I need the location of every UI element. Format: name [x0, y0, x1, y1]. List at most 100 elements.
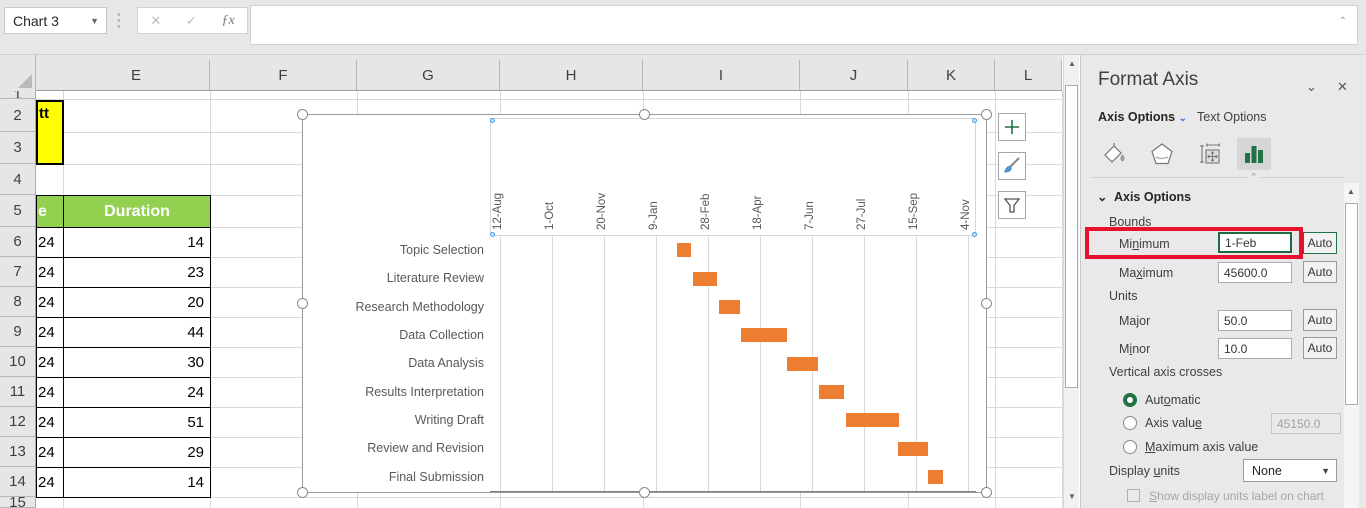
minor-auto-button[interactable]: Auto [1303, 337, 1337, 359]
axis-value-label[interactable]: Axis value [1145, 416, 1202, 430]
y-axis-category-label[interactable]: Final Submission [388, 469, 484, 484]
column-header-L[interactable]: L [995, 60, 1062, 90]
chart-elements-button[interactable] [998, 113, 1026, 141]
scroll-up-icon[interactable]: ▲ [1068, 59, 1076, 68]
gantt-chart[interactable]: 12-Aug 1-Oct 20-Nov 9-Jan 28-Feb 18-Apr 7-Jun 2… [302, 114, 987, 493]
chart-resize-handle[interactable] [639, 109, 650, 120]
cell-date-value[interactable]: 24 [36, 407, 64, 438]
gantt-bar[interactable] [928, 469, 944, 484]
maximum-axis-value-radio[interactable] [1123, 440, 1137, 454]
name-box-dropdown-icon[interactable]: ▼ [90, 15, 99, 26]
chart-resize-handle[interactable] [981, 109, 992, 120]
row-header-14[interactable]: 14 [0, 467, 35, 497]
column-header-E[interactable]: E [63, 60, 210, 90]
row-header-2[interactable]: 2 [0, 99, 35, 132]
fill-line-icon-button[interactable] [1097, 138, 1131, 170]
axis-options-icon-button[interactable] [1237, 138, 1271, 170]
row-header-5[interactable]: 5 [0, 195, 35, 227]
tab-axis-options[interactable]: Axis Options ⌄ [1098, 110, 1187, 124]
chart-filters-button[interactable] [998, 191, 1026, 219]
chart-resize-handle[interactable] [297, 487, 308, 498]
select-all-corner[interactable] [0, 55, 36, 91]
effects-icon-button[interactable] [1145, 138, 1179, 170]
row-header-12[interactable]: 12 [0, 407, 35, 437]
worksheet-vertical-scrollbar[interactable]: ▲ ▼ [1063, 55, 1079, 508]
row-header-4[interactable]: 4 [0, 164, 35, 195]
y-axis-category-label[interactable]: Literature Review [386, 271, 484, 286]
maximum-auto-button[interactable]: Auto [1303, 261, 1337, 283]
name-box[interactable]: Chart 3 ▼ [4, 7, 107, 34]
scroll-down-icon[interactable]: ▼ [1068, 492, 1076, 501]
row-header-8[interactable]: 8 [0, 287, 35, 317]
maximum-axis-value-label[interactable]: Maximum axis value [1145, 440, 1259, 454]
row-header-6[interactable]: 6 [0, 227, 35, 257]
size-properties-icon-button[interactable] [1193, 138, 1227, 170]
cell-duration-value[interactable]: 24 [63, 377, 211, 408]
minimum-auto-button[interactable]: Auto [1303, 232, 1337, 254]
row-header-7[interactable]: 7 [0, 257, 35, 287]
chart-styles-button[interactable] [998, 152, 1026, 180]
cell-title-gantt[interactable]: tt [36, 100, 64, 165]
row-header-11[interactable]: 11 [0, 377, 35, 407]
column-header-H[interactable]: H [500, 60, 643, 90]
y-axis-category-label[interactable]: Writing Draft [414, 413, 484, 428]
major-input[interactable] [1218, 310, 1292, 331]
major-auto-button[interactable]: Auto [1303, 309, 1337, 331]
gantt-bar[interactable] [819, 384, 845, 399]
automatic-radio[interactable] [1123, 393, 1137, 407]
gantt-bar[interactable] [676, 243, 692, 258]
pane-scroll-up-icon[interactable]: ▲ [1347, 187, 1355, 196]
pane-close-icon[interactable]: ✕ [1337, 79, 1348, 94]
minimum-input[interactable] [1218, 232, 1292, 253]
chart-resize-handle[interactable] [639, 487, 650, 498]
formula-bar-collapse-icon[interactable]: ⌃ [1338, 16, 1347, 27]
row-header-1[interactable]: 1 [0, 91, 35, 99]
cell-duration-header[interactable]: Duration [63, 195, 211, 228]
gantt-bar[interactable] [846, 413, 900, 428]
cell-duration-value[interactable]: 14 [63, 467, 211, 498]
row-header-9[interactable]: 9 [0, 317, 35, 347]
tab-text-options[interactable]: Text Options [1197, 110, 1267, 124]
minor-input[interactable] [1218, 338, 1292, 359]
gantt-bar[interactable] [741, 328, 788, 343]
cell-date-value[interactable]: 24 [36, 317, 64, 348]
column-header-F[interactable]: F [210, 60, 357, 90]
formula-bar-input[interactable]: ⌃ [250, 5, 1358, 45]
y-axis-category-label[interactable]: Data Analysis [408, 356, 484, 371]
cancel-icon[interactable]: ✕ [150, 12, 162, 28]
y-axis-category-label[interactable]: Review and Revision [367, 441, 484, 456]
gantt-bar[interactable] [719, 299, 741, 314]
scrollbar-thumb[interactable] [1065, 85, 1078, 388]
row-header-10[interactable]: 10 [0, 347, 35, 377]
cell-date-value[interactable]: 24 [36, 437, 64, 468]
column-header-K[interactable]: K [908, 60, 995, 90]
chart-resize-handle[interactable] [981, 298, 992, 309]
cell-duration-value[interactable]: 23 [63, 257, 211, 288]
automatic-label[interactable]: Automatic [1145, 393, 1201, 407]
row-header-13[interactable]: 13 [0, 437, 35, 467]
axis-value-radio[interactable] [1123, 416, 1137, 430]
maximum-input[interactable] [1218, 262, 1292, 283]
y-axis-category-label[interactable]: Results Interpretation [365, 384, 484, 399]
cell-date-value[interactable]: 24 [36, 257, 64, 288]
gantt-bar[interactable] [693, 271, 718, 286]
chart-resize-handle[interactable] [297, 109, 308, 120]
y-axis-category-label[interactable]: Data Collection [399, 328, 484, 343]
column-header-G[interactable]: G [357, 60, 500, 90]
column-header-I[interactable]: I [643, 60, 800, 90]
chart-resize-handle[interactable] [981, 487, 992, 498]
row-header-3[interactable]: 3 [0, 132, 35, 164]
y-axis-category-label[interactable]: Topic Selection [399, 243, 484, 258]
cell-duration-value[interactable]: 51 [63, 407, 211, 438]
pane-scrollbar-thumb[interactable] [1345, 203, 1358, 405]
gantt-bar[interactable] [787, 356, 819, 371]
section-axis-options[interactable]: ⌄ Axis Options [1097, 190, 1192, 204]
chart-resize-handle[interactable] [297, 298, 308, 309]
date-axis-band[interactable] [490, 118, 976, 236]
y-axis-category-label[interactable]: Research Methodology [355, 299, 484, 314]
gantt-bar[interactable] [898, 441, 929, 456]
enter-icon[interactable]: ✓ [185, 12, 197, 28]
display-units-dropdown[interactable]: None ▼ [1243, 459, 1337, 482]
insert-function-icon[interactable]: ƒx [221, 12, 235, 28]
column-header-J[interactable]: J [800, 60, 908, 90]
